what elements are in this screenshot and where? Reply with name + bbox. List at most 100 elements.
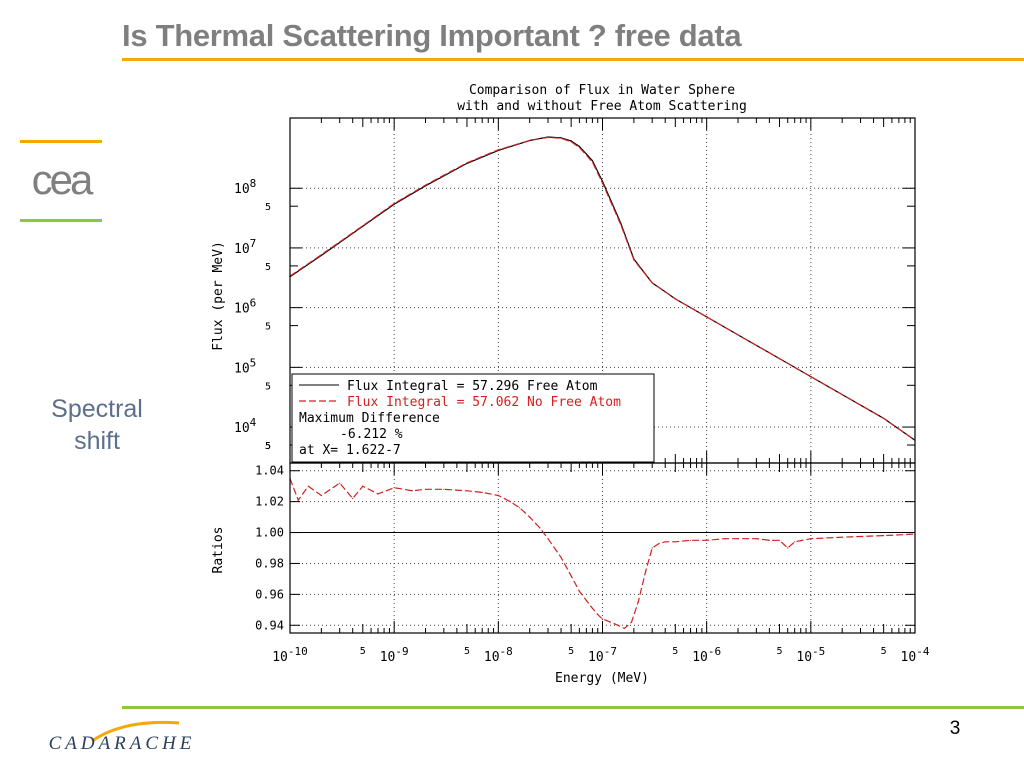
chart-title: Comparison of Flux in Water Sphere [469, 83, 735, 98]
lower-y-tick-label: 1.00 [255, 526, 284, 540]
cea-logo: cea [20, 140, 102, 222]
lower-y-tick-label: 0.94 [255, 618, 284, 632]
slide-title: Is Thermal Scattering Important ? free d… [122, 18, 742, 53]
line-ratio-point [539, 527, 541, 529]
line-ratio-point [509, 501, 511, 503]
line-no-free-atom-point [778, 358, 781, 360]
side-label: Spectral shift [36, 393, 158, 457]
line-free-atom-point [578, 145, 580, 148]
legend-box: Flux Integral = 57.296 Free Atom Flux In… [291, 373, 655, 463]
line-ratio-point [883, 535, 885, 537]
line-ratio-point [352, 497, 354, 500]
line-ratio-point [637, 601, 639, 603]
x-minor-tick-label: 5 [360, 646, 366, 657]
line-ratio-point [794, 541, 796, 543]
line-no-free-atom-point [633, 259, 635, 261]
upper-y-tick-label: 105 [234, 356, 256, 376]
lower-grid [290, 463, 915, 633]
lower-y-tick-label: 1.02 [255, 495, 284, 509]
line-ratio-point [755, 538, 758, 540]
line-ratio-point [411, 490, 414, 492]
line-ratio-point [810, 538, 812, 540]
side-label-line1: Spectral [51, 395, 143, 423]
bottom-rule [122, 706, 1024, 709]
line-ratio-point [689, 539, 692, 541]
line-no-free-atom-point [362, 225, 364, 227]
line-no-free-atom-point [706, 316, 708, 318]
line-no-free-atom-point [393, 202, 395, 205]
x-minor-tick-label: 5 [672, 646, 678, 657]
line-ratio-point [320, 494, 322, 497]
upper-y-axis-label: Flux (per MeV) [211, 241, 226, 351]
x-minor-tick-label: 5 [776, 646, 782, 657]
line-no-free-atom-point [883, 417, 885, 419]
line-ratio-point [466, 490, 468, 492]
line-ratio-point [578, 590, 580, 592]
legend-max-diff-label: Maximum Difference [299, 411, 440, 426]
legend-frame [291, 373, 655, 463]
line-ratio-point [645, 570, 647, 572]
line-ratio-point [424, 488, 427, 490]
line-no-free-atom-point [547, 136, 549, 138]
lower-y-axis-label: Ratios [211, 527, 226, 574]
lower-y-tick-label: 0.96 [255, 587, 284, 601]
cadarache-logo-swoosh [91, 720, 180, 743]
x-minor-tick-label: 5 [881, 646, 887, 657]
line-ratio-point [497, 494, 499, 497]
line-no-free-atom-point [620, 224, 622, 226]
chart-subtitle: with and without Free Atom Scattering [457, 99, 747, 114]
line-no-free-atom-point [466, 162, 468, 164]
upper-y-tick-label: 107 [234, 237, 256, 257]
line-no-free-atom-point [651, 282, 653, 284]
line-ratio-point [737, 538, 739, 540]
line-no-free-atom [289, 136, 916, 441]
line-ratio-point [560, 556, 562, 558]
line-ratio [289, 478, 916, 630]
line-ratio-point [601, 618, 604, 620]
legend-max-diff-value: -6.212 % [340, 427, 403, 442]
x-tick-label: 10-9 [380, 645, 409, 665]
side-label-line2: shift [74, 427, 120, 455]
lower-y-tick-label: 0.98 [255, 556, 284, 570]
line-ratio-point [297, 499, 299, 501]
line-no-free-atom-point [578, 146, 580, 149]
x-axis-label: Energy (MeV) [555, 671, 649, 686]
line-ratio-point [481, 491, 483, 493]
upper-y-minor-tick-label: 5 [265, 202, 271, 213]
line-ratio-point [393, 487, 395, 489]
cea-logo-text: cea [32, 156, 94, 203]
line-ratio-point [674, 541, 676, 543]
upper-y-minor-tick-label: 5 [265, 441, 271, 452]
lower-y-tick-labels: 0.94 0.96 0.98 1.00 1.02 1.04 [255, 464, 284, 633]
line-no-free-atom-point [560, 137, 562, 139]
line-free-atom-point [591, 160, 593, 162]
x-minor-tick-label: 5 [568, 646, 574, 657]
upper-y-minor-tick-label: 5 [265, 322, 271, 333]
line-ratio-point [724, 538, 726, 540]
line-ratio-point [651, 547, 653, 549]
legend-label-no-free-atom: Flux Integral = 57.062 No Free Atom [347, 395, 621, 410]
x-tick-label: 10-4 [901, 645, 930, 665]
line-ratio-point [339, 482, 341, 484]
line-ratio-point [623, 627, 625, 630]
upper-y-minor-tick-label: 5 [265, 441, 271, 452]
upper-y-tick-label: 106 [234, 297, 256, 317]
line-ratio-point [597, 613, 599, 616]
line-no-free-atom-point [810, 376, 812, 378]
line-no-free-atom-point [664, 291, 666, 293]
ratio-series [289, 477, 916, 630]
line-ratio-point [443, 488, 445, 490]
line-no-free-atom-point [737, 334, 739, 336]
line-no-free-atom-point [529, 139, 531, 142]
line-ratio-point [787, 547, 789, 549]
line-ratio-point [630, 621, 633, 623]
x-tick-label: 10-6 [692, 645, 721, 665]
line-no-free-atom-point [601, 182, 604, 184]
line-ratio-point [591, 607, 593, 609]
line-no-free-atom-point [674, 298, 676, 300]
x-tick-label: 10-10 [272, 645, 308, 665]
upper-y-minor-tick-label: 5 [265, 381, 271, 392]
line-ratio-point [362, 485, 364, 487]
cadarache-logo: CADARACHE [49, 720, 191, 754]
line-ratio-point [585, 599, 587, 602]
